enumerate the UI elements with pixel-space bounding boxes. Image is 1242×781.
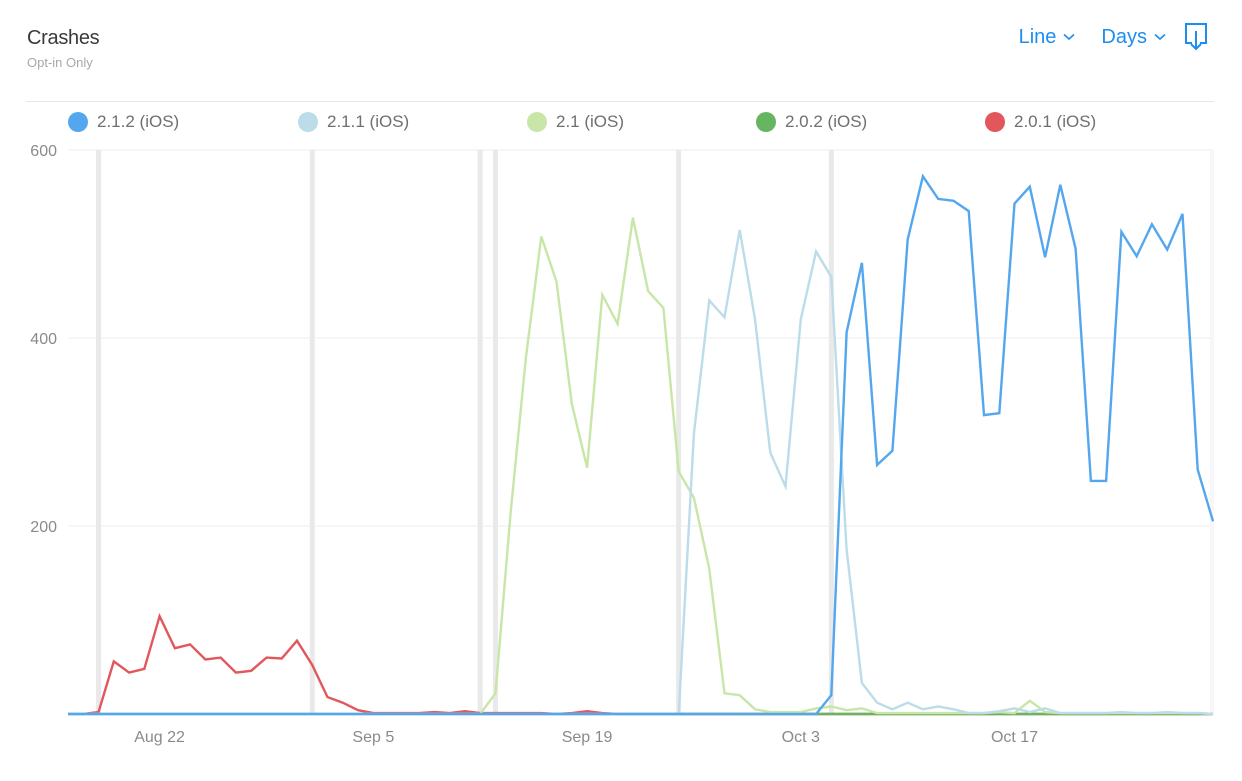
gridlines	[68, 149, 1214, 714]
y-tick-label: 400	[30, 331, 57, 348]
legend-label: 2.1 (iOS)	[556, 112, 625, 131]
chart-subtitle: Opt-in Only	[27, 55, 93, 70]
release-marker[interactable]	[492, 150, 498, 714]
chart-type-label: Line	[1018, 25, 1057, 48]
series-line-2-1-1[interactable]	[68, 229, 1214, 716]
x-tick-label: Sep 5	[352, 729, 394, 746]
legend-item-2-0-1[interactable]: 2.0.1 (iOS)	[985, 112, 1096, 132]
y-tick-label: 600	[30, 143, 57, 160]
release-marker[interactable]	[477, 150, 483, 714]
chevron-down-icon	[1154, 33, 1166, 41]
legend-dot-icon	[68, 112, 88, 132]
x-tick-label: Oct 3	[782, 729, 820, 746]
chevron-down-icon	[1063, 33, 1075, 41]
release-marker[interactable]	[96, 150, 102, 714]
x-axis: Aug 22 Sep 5 Sep 19 Oct 3 Oct 17	[68, 713, 1213, 746]
legend-label: 2.1.2 (iOS)	[97, 112, 180, 131]
x-tick-label: Sep 19	[562, 729, 613, 746]
legend-dot-icon	[527, 112, 547, 132]
legend-dot-icon	[756, 112, 776, 132]
legend-item-2-1[interactable]: 2.1 (iOS)	[527, 112, 624, 132]
series-line-2-0-1[interactable]	[68, 612, 1213, 716]
chart-type-dropdown[interactable]: Line	[1019, 26, 1076, 49]
interval-label: Days	[1101, 25, 1147, 48]
x-tick-label: Oct 17	[991, 729, 1038, 746]
series-lines	[68, 173, 1215, 716]
interval-dropdown[interactable]: Days	[1101, 26, 1166, 49]
series-line-2-1-2[interactable]	[68, 173, 1215, 716]
legend-item-2-1-1[interactable]: 2.1.1 (iOS)	[298, 112, 409, 132]
header-divider	[26, 101, 1214, 102]
series-line-2-1[interactable]	[68, 217, 1214, 716]
legend-label: 2.0.1 (iOS)	[1014, 112, 1097, 131]
legend-item-2-1-2[interactable]: 2.1.2 (iOS)	[68, 112, 179, 132]
chart-controls: Line Days	[1019, 22, 1208, 52]
x-tick-label: Aug 22	[134, 729, 185, 746]
chart-title: Crashes	[27, 27, 100, 49]
chart-legend: 2.1.2 (iOS) 2.1.1 (iOS) 2.1 (iOS) 2.0.2 …	[68, 112, 1218, 140]
plot-right-edge	[1210, 150, 1214, 714]
release-marker[interactable]	[828, 150, 834, 714]
download-icon[interactable]	[1184, 22, 1208, 52]
y-axis: 200 400 600	[30, 143, 57, 536]
legend-item-2-0-2[interactable]: 2.0.2 (iOS)	[756, 112, 867, 132]
release-markers	[96, 150, 834, 714]
legend-dot-icon	[985, 112, 1005, 132]
release-marker[interactable]	[676, 150, 682, 714]
legend-label: 2.0.2 (iOS)	[785, 112, 868, 131]
legend-label: 2.1.1 (iOS)	[327, 112, 410, 131]
y-tick-label: 200	[30, 519, 57, 536]
legend-dot-icon	[298, 112, 318, 132]
release-marker[interactable]	[309, 150, 315, 714]
